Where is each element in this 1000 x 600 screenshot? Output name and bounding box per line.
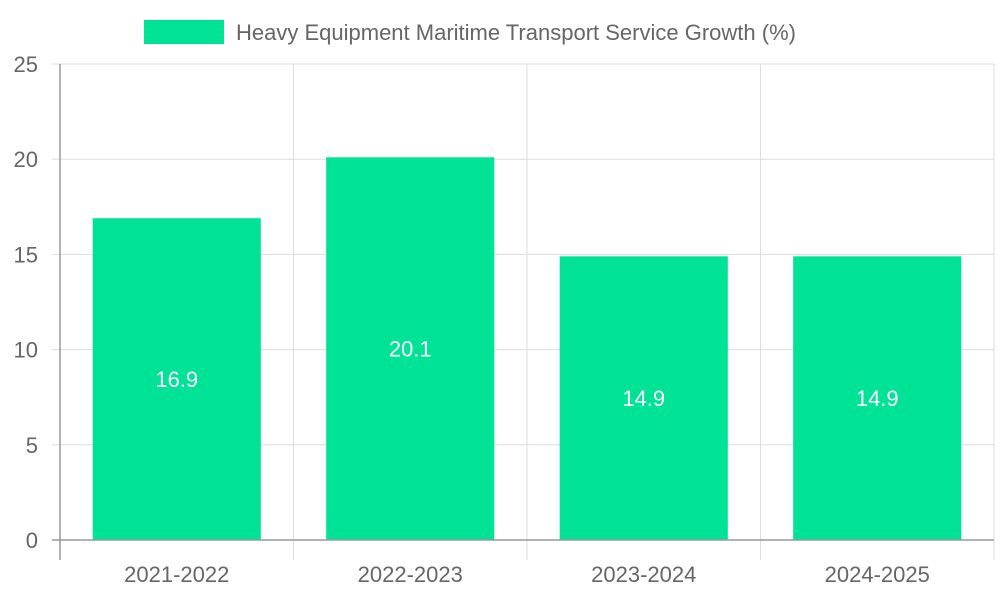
y-tick-label: 10 [14, 338, 38, 363]
x-tick-label: 2021-2022 [124, 562, 229, 587]
bar-2022-2023[interactable] [326, 157, 495, 540]
y-tick-label: 25 [14, 52, 38, 77]
axes [52, 64, 994, 560]
x-tick-label: 2022-2023 [358, 562, 463, 587]
y-tick-label: 5 [26, 433, 38, 458]
data-label: 16.9 [155, 367, 198, 392]
y-tick-label: 20 [14, 147, 38, 172]
data-label: 14.9 [622, 386, 665, 411]
legend-swatch [144, 20, 224, 44]
data-labels: 16.9 20.1 14.9 14.9 [155, 337, 898, 412]
x-tick-label: 2023-2024 [591, 562, 696, 587]
data-label: 20.1 [389, 337, 432, 362]
y-tick-label: 15 [14, 242, 38, 267]
bar-2024-2025[interactable] [793, 256, 962, 540]
x-tick-label: 2024-2025 [825, 562, 930, 587]
y-tick-label: 0 [26, 528, 38, 553]
legend-label: Heavy Equipment Maritime Transport Servi… [236, 20, 796, 45]
bar-2023-2024[interactable] [559, 256, 728, 540]
data-label: 14.9 [856, 386, 899, 411]
y-axis-tick-labels: 0 5 10 15 20 25 [14, 52, 38, 553]
legend[interactable]: Heavy Equipment Maritime Transport Servi… [144, 20, 796, 45]
bar-2021-2022[interactable] [92, 218, 261, 540]
x-axis-tick-labels: 2021-2022 2022-2023 2023-2024 2024-2025 [124, 562, 930, 587]
bars [92, 157, 962, 540]
